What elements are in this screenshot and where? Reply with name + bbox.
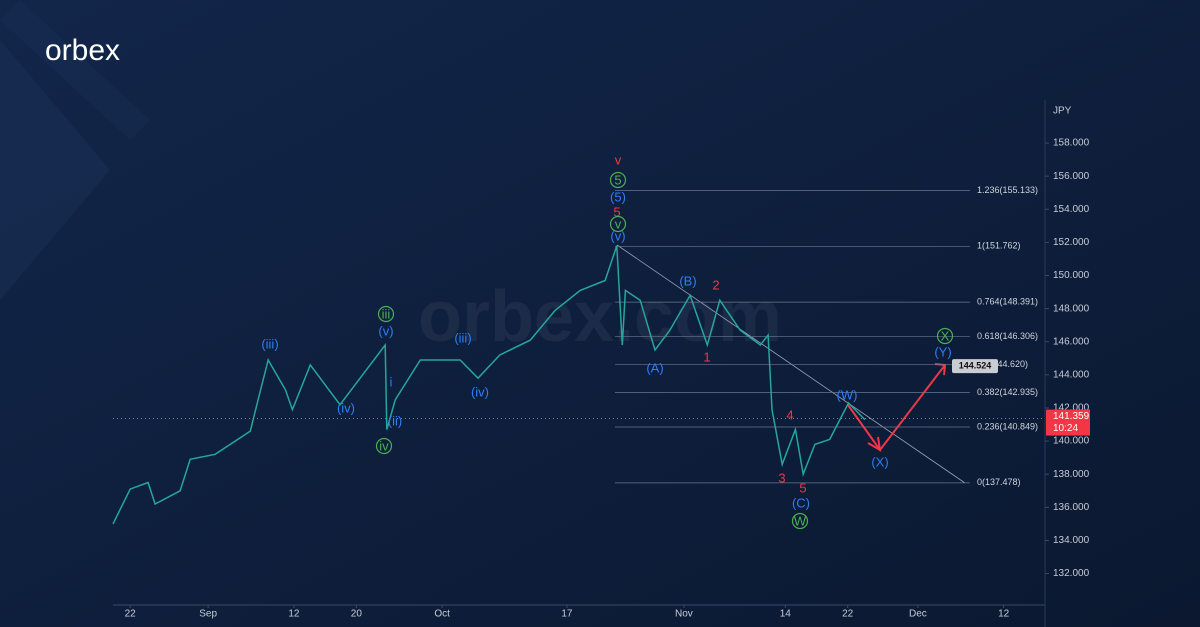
wave-label: 3 <box>778 470 785 485</box>
fib-label: 0.5(144.620) <box>977 359 1028 369</box>
wave-label: (iv) <box>337 400 355 415</box>
y-tick-label: 138.000 <box>1053 469 1090 480</box>
wave-circle <box>375 437 393 455</box>
wave-label: 4 <box>786 407 793 422</box>
wave-circle <box>377 305 395 323</box>
current-price: 141.359 <box>1053 411 1090 422</box>
wave-label: 5 <box>613 204 620 219</box>
y-tick-label: 152.000 <box>1053 237 1090 248</box>
y-tick-label: 150.000 <box>1053 270 1090 281</box>
fib-label: 0.618(146.306) <box>977 331 1038 341</box>
x-tick-label: Sep <box>199 609 217 620</box>
y-tick-label: 142.000 <box>1053 403 1090 414</box>
logo: orbex <box>45 34 120 67</box>
countdown: 10:24 <box>1053 423 1078 434</box>
x-tick-label: 17 <box>561 609 573 620</box>
y-tick-label: 134.000 <box>1053 535 1090 546</box>
x-tick-label: 22 <box>125 609 137 620</box>
wave-circle <box>791 512 809 530</box>
wave-circle <box>936 327 954 345</box>
y-tick-label: 154.000 <box>1053 204 1090 215</box>
wave-label: 1 <box>703 349 710 364</box>
wave-label: X <box>941 328 950 343</box>
y-tick-label: 146.000 <box>1053 336 1090 347</box>
wave-label: (iii) <box>261 336 278 351</box>
target-label: 144.524 <box>959 361 992 371</box>
x-tick-label: 12 <box>998 609 1010 620</box>
wave-label: 5 <box>799 480 806 495</box>
wave-label: i <box>390 374 393 389</box>
y-tick-label: 140.000 <box>1053 436 1090 447</box>
x-tick-label: 20 <box>351 609 363 620</box>
y-tick-label: 144.000 <box>1053 369 1090 380</box>
y-tick-label: 148.000 <box>1053 303 1090 314</box>
wave-label: iii <box>382 306 391 321</box>
y-tick-label: 136.000 <box>1053 502 1090 513</box>
y-tick-label: 158.000 <box>1053 138 1090 149</box>
trend-line <box>616 244 966 484</box>
y-axis-label: JPY <box>1053 106 1072 117</box>
y-tick-label: 156.000 <box>1053 171 1090 182</box>
wave-label: (v) <box>610 228 625 243</box>
wave-label: v <box>615 216 622 231</box>
wave-label: (W) <box>837 387 858 402</box>
wave-circle <box>609 215 627 233</box>
fib-label: 1(151.762) <box>977 241 1021 251</box>
wave-label: (A) <box>646 360 663 375</box>
wave-label: 5 <box>614 172 621 187</box>
price-line <box>112 245 866 525</box>
decor <box>0 40 110 300</box>
fib-label: 0(137.478) <box>977 477 1021 487</box>
y-tick-label: 132.000 <box>1053 568 1090 579</box>
watermark: orbex.com <box>418 277 782 357</box>
decor <box>0 0 150 140</box>
wave-label: W <box>794 513 807 528</box>
wave-label: (B) <box>679 273 696 288</box>
x-tick-label: Oct <box>434 609 450 620</box>
wave-label: (Y) <box>934 344 951 359</box>
x-tick-label: 14 <box>780 609 792 620</box>
x-tick-label: 12 <box>288 609 300 620</box>
fib-label: 0.764(148.391) <box>977 297 1038 307</box>
fib-label: 1.236(155.133) <box>977 185 1038 195</box>
wave-label: (5) <box>610 189 626 204</box>
wave-label: (ii) <box>388 413 402 428</box>
wave-label: 2 <box>712 277 719 292</box>
wave-label: (v) <box>378 323 393 338</box>
wave-label: (iv) <box>471 384 489 399</box>
x-tick-label: Dec <box>909 609 927 620</box>
wave-label: iv <box>379 438 389 453</box>
x-tick-label: 22 <box>842 609 854 620</box>
wave-label: (X) <box>871 454 888 469</box>
x-tick-label: Nov <box>675 609 693 620</box>
wave-label: v <box>615 152 622 167</box>
wave-label: (C) <box>792 495 810 510</box>
wave-circle <box>609 171 627 189</box>
wave-label: (iii) <box>454 330 471 345</box>
target-box <box>952 359 998 374</box>
fib-label: 0.236(140.849) <box>977 421 1038 431</box>
fib-label: 0.382(142.935) <box>977 387 1038 397</box>
current-price-box <box>1046 409 1090 436</box>
